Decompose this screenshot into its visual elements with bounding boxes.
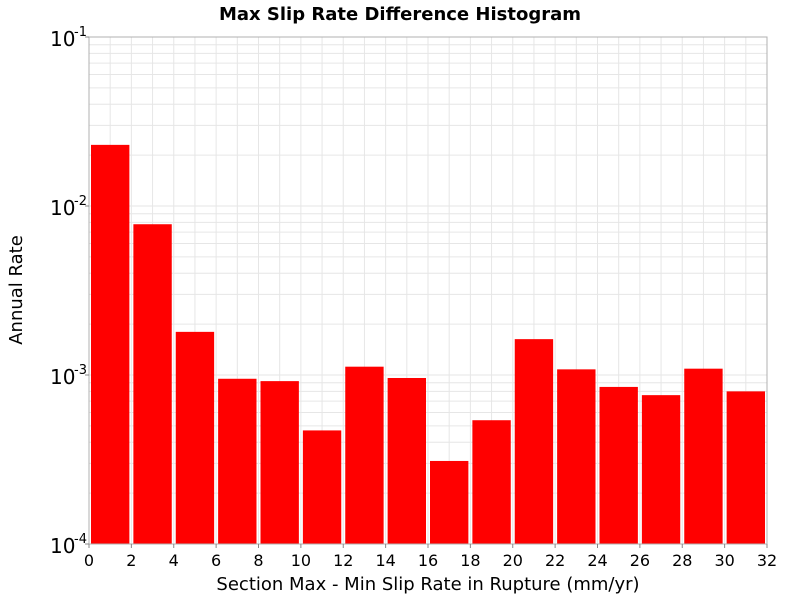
histogram-bar <box>387 377 426 544</box>
x-tick-label: 2 <box>126 551 136 570</box>
y-tick-label-base: 10 <box>50 196 75 220</box>
histogram-bar <box>133 224 172 544</box>
x-tick-label: 0 <box>84 551 94 570</box>
x-tick-label: 24 <box>587 551 607 570</box>
x-axis-ticks: 0 2 4 6 8 10 12 14 16 18 20 22 24 26 28 30 32 <box>84 544 777 570</box>
x-tick-label: 22 <box>545 551 565 570</box>
histogram-bar <box>430 460 469 544</box>
x-tick-label: 14 <box>375 551 395 570</box>
histogram-bar <box>599 386 638 544</box>
histogram-bar <box>514 339 554 544</box>
y-tick-label-base: 10 <box>50 534 75 558</box>
y-tick-label-exponent: -2 <box>74 194 87 209</box>
y-axis-label: Annual Rate <box>6 235 27 345</box>
y-tick-label-exponent: -3 <box>74 363 87 378</box>
x-tick-label: 12 <box>333 551 353 570</box>
x-tick-label: 18 <box>460 551 480 570</box>
x-tick-label: 30 <box>714 551 734 570</box>
histogram-bar <box>175 331 215 544</box>
x-tick-label: 26 <box>630 551 650 570</box>
histogram-bar <box>260 381 299 544</box>
histogram-bar <box>684 368 723 544</box>
x-tick-label: 32 <box>757 551 777 570</box>
y-tick-label-exponent: -1 <box>74 25 87 40</box>
x-tick-label: 20 <box>503 551 523 570</box>
histogram-bar <box>302 430 342 544</box>
x-tick-label: 28 <box>672 551 692 570</box>
x-tick-label: 16 <box>418 551 438 570</box>
y-tick-label-exponent: -4 <box>74 532 87 547</box>
x-tick-label: 4 <box>169 551 179 570</box>
histogram-bar <box>91 144 130 545</box>
histogram-bar <box>472 420 511 544</box>
x-tick-label: 8 <box>253 551 263 570</box>
histogram-bar <box>345 366 384 544</box>
y-axis-ticks: 10-110-210-310-4 <box>50 25 89 558</box>
histogram-bar <box>218 378 257 544</box>
y-tick-label-base: 10 <box>50 27 75 51</box>
histogram-bar <box>557 369 596 544</box>
histogram-bar <box>641 395 681 544</box>
x-axis-label: Section Max - Min Slip Rate in Rupture (… <box>216 574 639 595</box>
x-tick-label: 10 <box>291 551 311 570</box>
chart-title: Max Slip Rate Difference Histogram <box>219 4 581 25</box>
bars <box>91 144 765 545</box>
x-tick-label: 6 <box>211 551 221 570</box>
y-tick-label-base: 10 <box>50 365 75 389</box>
histogram-bar <box>726 391 765 544</box>
